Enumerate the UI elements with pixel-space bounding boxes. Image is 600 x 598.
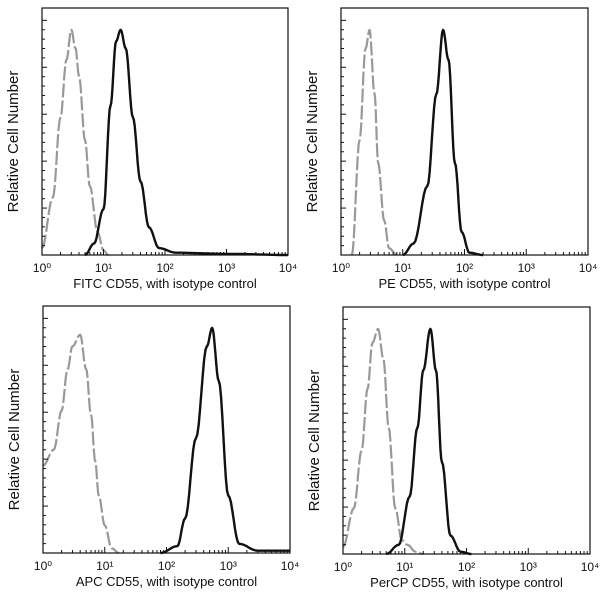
- plot-frame: [41, 7, 289, 256]
- cd55-histogram: [402, 28, 484, 257]
- x-tick-label: 10²: [158, 559, 175, 573]
- x-tick-label: 10⁰: [332, 261, 350, 275]
- y-axis-label: Relative Cell Number: [304, 71, 321, 213]
- y-axis-label: Relative Cell Number: [5, 71, 22, 213]
- histogram-panel: 10⁰ 10¹ 10² 10³ 10⁴ APC CD55, with isotype co…: [6, 305, 300, 589]
- isotype-control-histogram: [42, 333, 120, 555]
- histogram-panel: 10⁰ 10¹ 10² 10³ 10⁴ PE CD55, with isotype con…: [304, 7, 598, 291]
- x-tick-label: 10²: [456, 261, 473, 275]
- x-tick-label: 10³: [520, 560, 537, 574]
- histogram-panel: 10⁰ 10¹ 10² 10³ 10⁴ PerCP CD55, with isotype …: [306, 306, 600, 590]
- x-axis-label: PE CD55, with isotype control: [379, 276, 551, 291]
- x-axis-label: APC CD55, with isotype control: [76, 574, 257, 589]
- x-tick-label: 10³: [518, 261, 535, 275]
- x-tick-label: 10⁴: [281, 559, 300, 573]
- x-tick-label: 10⁰: [33, 261, 51, 275]
- x-tick-label: 10¹: [394, 261, 411, 275]
- x-tick-label: 10²: [458, 560, 475, 574]
- isotype-control-histogram: [350, 28, 398, 257]
- cd55-histogram: [160, 326, 290, 555]
- x-tick-label: 10⁰: [334, 560, 352, 574]
- y-axis-label: Relative Cell Number: [306, 370, 323, 512]
- cd55-histogram: [385, 327, 472, 556]
- plot-frame: [340, 7, 589, 256]
- x-tick-label: 10⁰: [34, 559, 52, 573]
- plot-frame: [42, 305, 291, 554]
- x-tick-label: 10³: [220, 559, 237, 573]
- x-tick-label: 10³: [218, 261, 235, 275]
- x-tick-label: 10⁴: [579, 261, 598, 275]
- y-axis-label: Relative Cell Number: [6, 369, 23, 511]
- x-tick-label: 10¹: [96, 559, 113, 573]
- x-tick-label: 10⁴: [581, 560, 600, 574]
- x-tick-label: 10²: [156, 261, 173, 275]
- x-tick-label: 10¹: [95, 261, 112, 275]
- isotype-control-histogram: [342, 327, 424, 556]
- x-tick-label: 10¹: [396, 560, 413, 574]
- cd55-histogram: [84, 28, 288, 257]
- x-tick-label: 10⁴: [279, 261, 298, 275]
- histogram-panel: 10⁰ 10¹ 10² 10³ 10⁴ FITC CD55, with isotype c…: [5, 7, 298, 291]
- x-axis-label: FITC CD55, with isotype control: [73, 276, 257, 291]
- x-axis-label: PerCP CD55, with isotype control: [370, 575, 563, 590]
